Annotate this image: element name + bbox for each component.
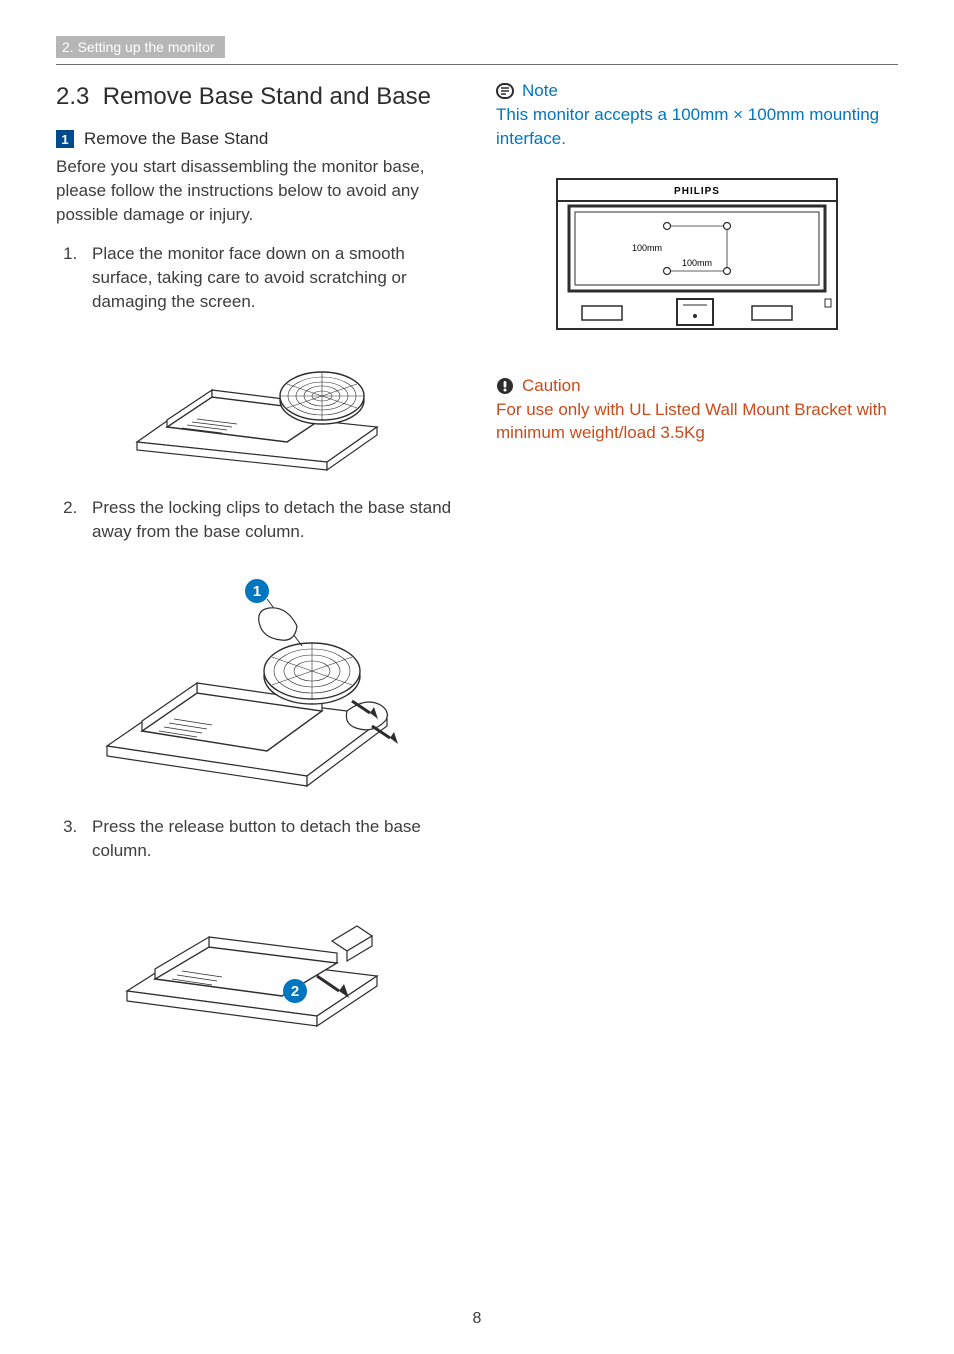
page-number: 8 [0,1310,954,1328]
ordered-steps: Place the monitor face down on a smooth … [56,242,458,313]
release-button-diagram: 2 [117,881,397,1031]
vesa-diagram: PHILIPS 100mm 100mm [496,171,898,336]
step-badge: 1 [56,130,74,148]
section-heading: 2.3 Remove Base Stand and Base [56,83,458,111]
illustration-1 [56,332,458,472]
ordered-steps-cont2: Press the release button to detach the b… [56,815,458,863]
note-icon [496,82,514,100]
divider [56,64,898,65]
step-item-3: Press the release button to detach the b… [82,815,458,863]
caution-icon [496,377,514,395]
brand-label: PHILIPS [674,186,720,197]
caution-title: Caution [522,376,581,396]
note-header: Note [496,81,898,101]
left-column: 2.3 Remove Base Stand and Base 1 Remove … [56,75,458,1055]
clip-detach-diagram: 1 [97,561,417,791]
note-body: This monitor accepts a 100mm × 100mm mou… [496,103,898,151]
note-title: Note [522,81,558,101]
section-title-text: Remove Base Stand and Base [103,83,431,110]
manual-page: 2. Setting up the monitor 2.3 Remove Bas… [0,0,954,1354]
section-number: 2.3 [56,83,89,110]
two-column-layout: 2.3 Remove Base Stand and Base 1 Remove … [56,75,898,1055]
vesa-dim-v: 100mm [682,258,712,268]
illustration-2: 1 [56,561,458,791]
breadcrumb: 2. Setting up the monitor [56,36,225,58]
right-column: Note This monitor accepts a 100mm × 100m… [496,75,898,1055]
monitor-facedown-diagram [127,332,387,472]
callout-marker-1: 1 [253,583,261,600]
caution-header: Caution [496,376,898,396]
step-item-1: Place the monitor face down on a smooth … [82,242,458,313]
illustration-3: 2 [56,881,458,1031]
ordered-steps-cont: Press the locking clips to detach the ba… [56,496,458,544]
intro-paragraph: Before you start disassembling the monit… [56,155,458,226]
vesa-dim-h: 100mm [632,243,662,253]
callout-marker-2: 2 [291,983,299,1000]
caution-body: For use only with UL Listed Wall Mount B… [496,398,898,446]
step-header: 1 Remove the Base Stand [56,129,458,149]
step-title: Remove the Base Stand [84,129,268,149]
step-item-2: Press the locking clips to detach the ba… [82,496,458,544]
